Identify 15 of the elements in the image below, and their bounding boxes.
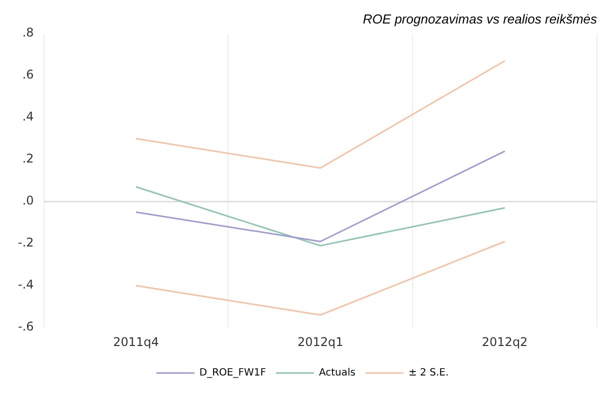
legend-label: Actuals	[318, 368, 356, 379]
legend-label: ± 2 S.E.	[408, 368, 449, 379]
x-tick-label: 2012q2	[482, 334, 528, 349]
x-tick-label: 2012q1	[297, 334, 344, 349]
legend-label: D_ROE_FW1F	[199, 368, 266, 379]
chart-title: ROE prognozavimas vs realios reikšmės	[362, 11, 598, 26]
y-tick-label: .2	[22, 152, 34, 166]
x-tick-label: 2011q4	[113, 334, 159, 349]
y-tick-label: .6	[22, 68, 34, 82]
y-tick-label: .8	[22, 26, 34, 40]
y-tick-label: .4	[22, 110, 34, 124]
y-tick-label: -.2	[18, 236, 34, 250]
y-tick-label: -.6	[18, 320, 34, 334]
y-tick-label: .0	[22, 194, 34, 208]
y-tick-label: -.4	[18, 278, 34, 292]
